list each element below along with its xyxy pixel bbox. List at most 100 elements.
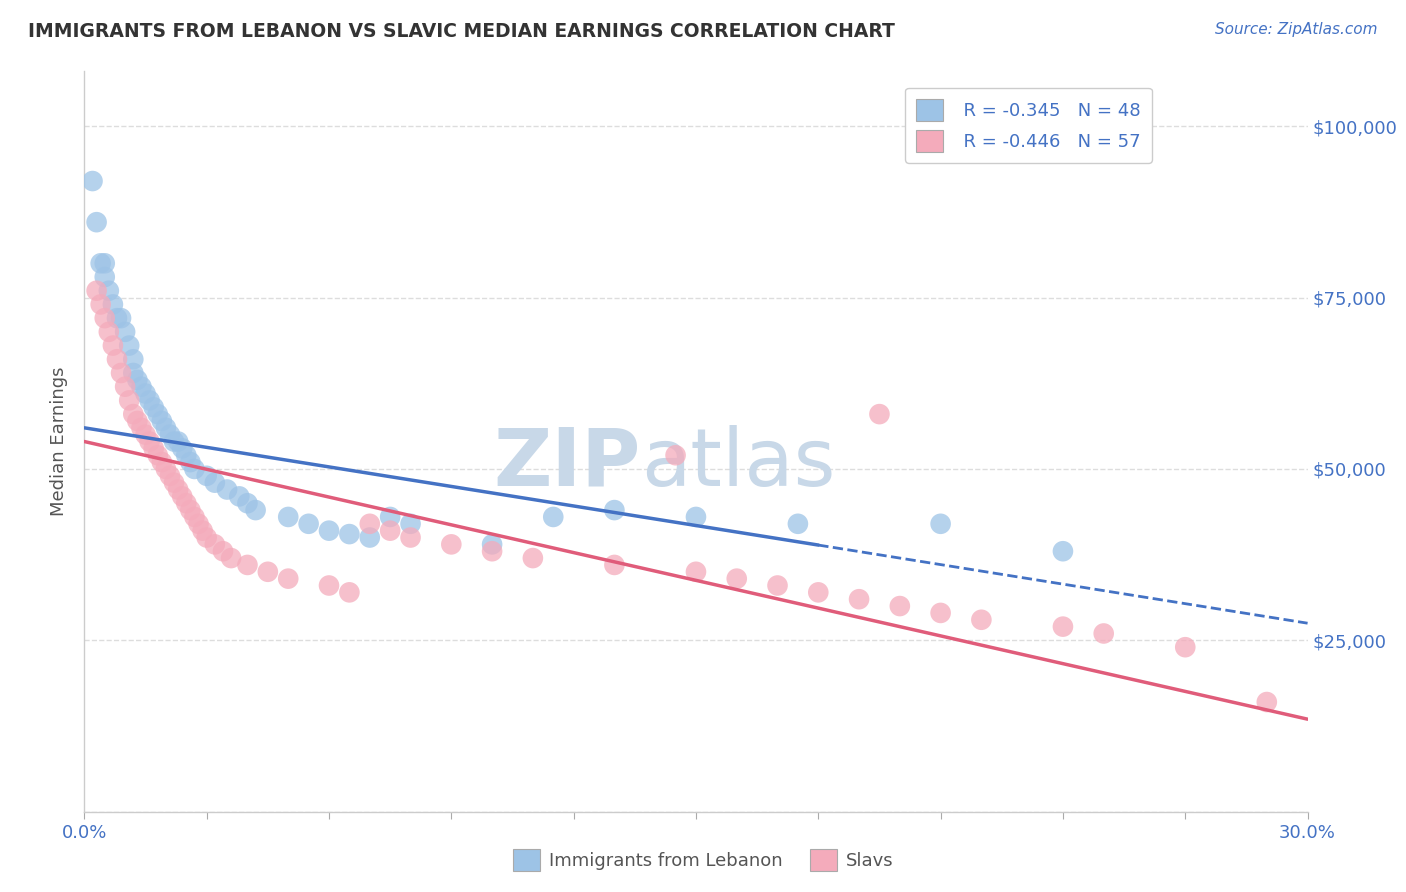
Point (685, 565, 707, 579)
Point (179, 455, 201, 469)
Point (970, 613, 993, 627)
Point (665, 448, 688, 462)
Point (204, 475, 226, 490)
Point (174, 496, 197, 510)
Point (191, 524, 214, 538)
Point (380, 510, 402, 524)
Point (212, 544, 235, 558)
Text: ZIP: ZIP (494, 425, 641, 503)
Point (204, 537, 226, 551)
Point (142, 401, 165, 415)
Point (219, 551, 242, 566)
Point (118, 393, 141, 408)
Legend: Immigrants from Lebanon, Slavs: Immigrants from Lebanon, Slavs (506, 842, 900, 879)
Point (122, 407, 145, 421)
Point (440, 537, 463, 551)
Point (183, 510, 205, 524)
Point (848, 592, 870, 607)
Point (138, 434, 160, 449)
Point (929, 606, 952, 620)
Point (195, 468, 218, 483)
Point (174, 448, 197, 462)
Point (339, 585, 361, 599)
Point (90, 297, 112, 311)
Point (122, 366, 145, 380)
Point (481, 537, 503, 551)
Point (159, 427, 181, 442)
Point (163, 475, 186, 490)
Point (1256, 695, 1278, 709)
Point (93, 256, 115, 270)
Point (135, 427, 157, 442)
Point (245, 503, 267, 517)
Point (101, 338, 124, 352)
Point (195, 531, 218, 545)
Text: Source: ZipAtlas.com: Source: ZipAtlas.com (1215, 22, 1378, 37)
Point (93, 270, 115, 285)
Point (127, 373, 149, 387)
Point (277, 572, 299, 586)
Point (187, 516, 209, 531)
Point (150, 455, 173, 469)
Legend:   R = -0.345   N = 48,   R = -0.446   N = 57: R = -0.345 N = 48, R = -0.446 N = 57 (905, 87, 1152, 162)
Point (172, 442, 194, 456)
Point (131, 421, 153, 435)
Point (298, 516, 321, 531)
Point (167, 483, 190, 497)
Text: atlas: atlas (641, 425, 835, 503)
Point (603, 503, 626, 517)
Point (380, 524, 402, 538)
Point (172, 489, 194, 503)
Point (90, 256, 112, 270)
Point (318, 524, 340, 538)
Point (399, 516, 422, 531)
Point (146, 448, 169, 462)
Point (114, 325, 136, 339)
Point (86, 284, 108, 298)
Point (179, 503, 201, 517)
Point (929, 516, 952, 531)
Point (766, 578, 789, 592)
Point (236, 496, 259, 510)
Point (82, 174, 104, 188)
Point (339, 527, 361, 541)
Point (142, 442, 165, 456)
Point (277, 510, 299, 524)
Point (481, 544, 503, 558)
Point (236, 558, 259, 572)
Point (399, 531, 422, 545)
Point (122, 352, 145, 367)
Point (135, 386, 157, 401)
Point (807, 585, 830, 599)
Point (131, 380, 153, 394)
Point (127, 414, 149, 428)
Point (318, 578, 340, 592)
Point (889, 599, 911, 613)
Point (155, 421, 177, 435)
Point (138, 393, 160, 408)
Point (522, 551, 544, 566)
Point (163, 434, 186, 449)
Point (1052, 619, 1074, 633)
Point (725, 572, 748, 586)
Point (110, 366, 132, 380)
Point (105, 352, 128, 367)
Point (183, 462, 205, 476)
Point (1052, 544, 1074, 558)
Point (93, 311, 115, 326)
Point (359, 516, 381, 531)
Point (150, 414, 173, 428)
Point (110, 311, 132, 326)
Point (167, 434, 190, 449)
Point (101, 297, 124, 311)
Point (787, 516, 810, 531)
Point (97, 325, 120, 339)
Point (228, 489, 250, 503)
Point (869, 407, 891, 421)
Point (155, 462, 177, 476)
Point (118, 338, 141, 352)
Point (159, 468, 181, 483)
Point (257, 565, 280, 579)
Point (146, 407, 169, 421)
Point (1092, 626, 1115, 640)
